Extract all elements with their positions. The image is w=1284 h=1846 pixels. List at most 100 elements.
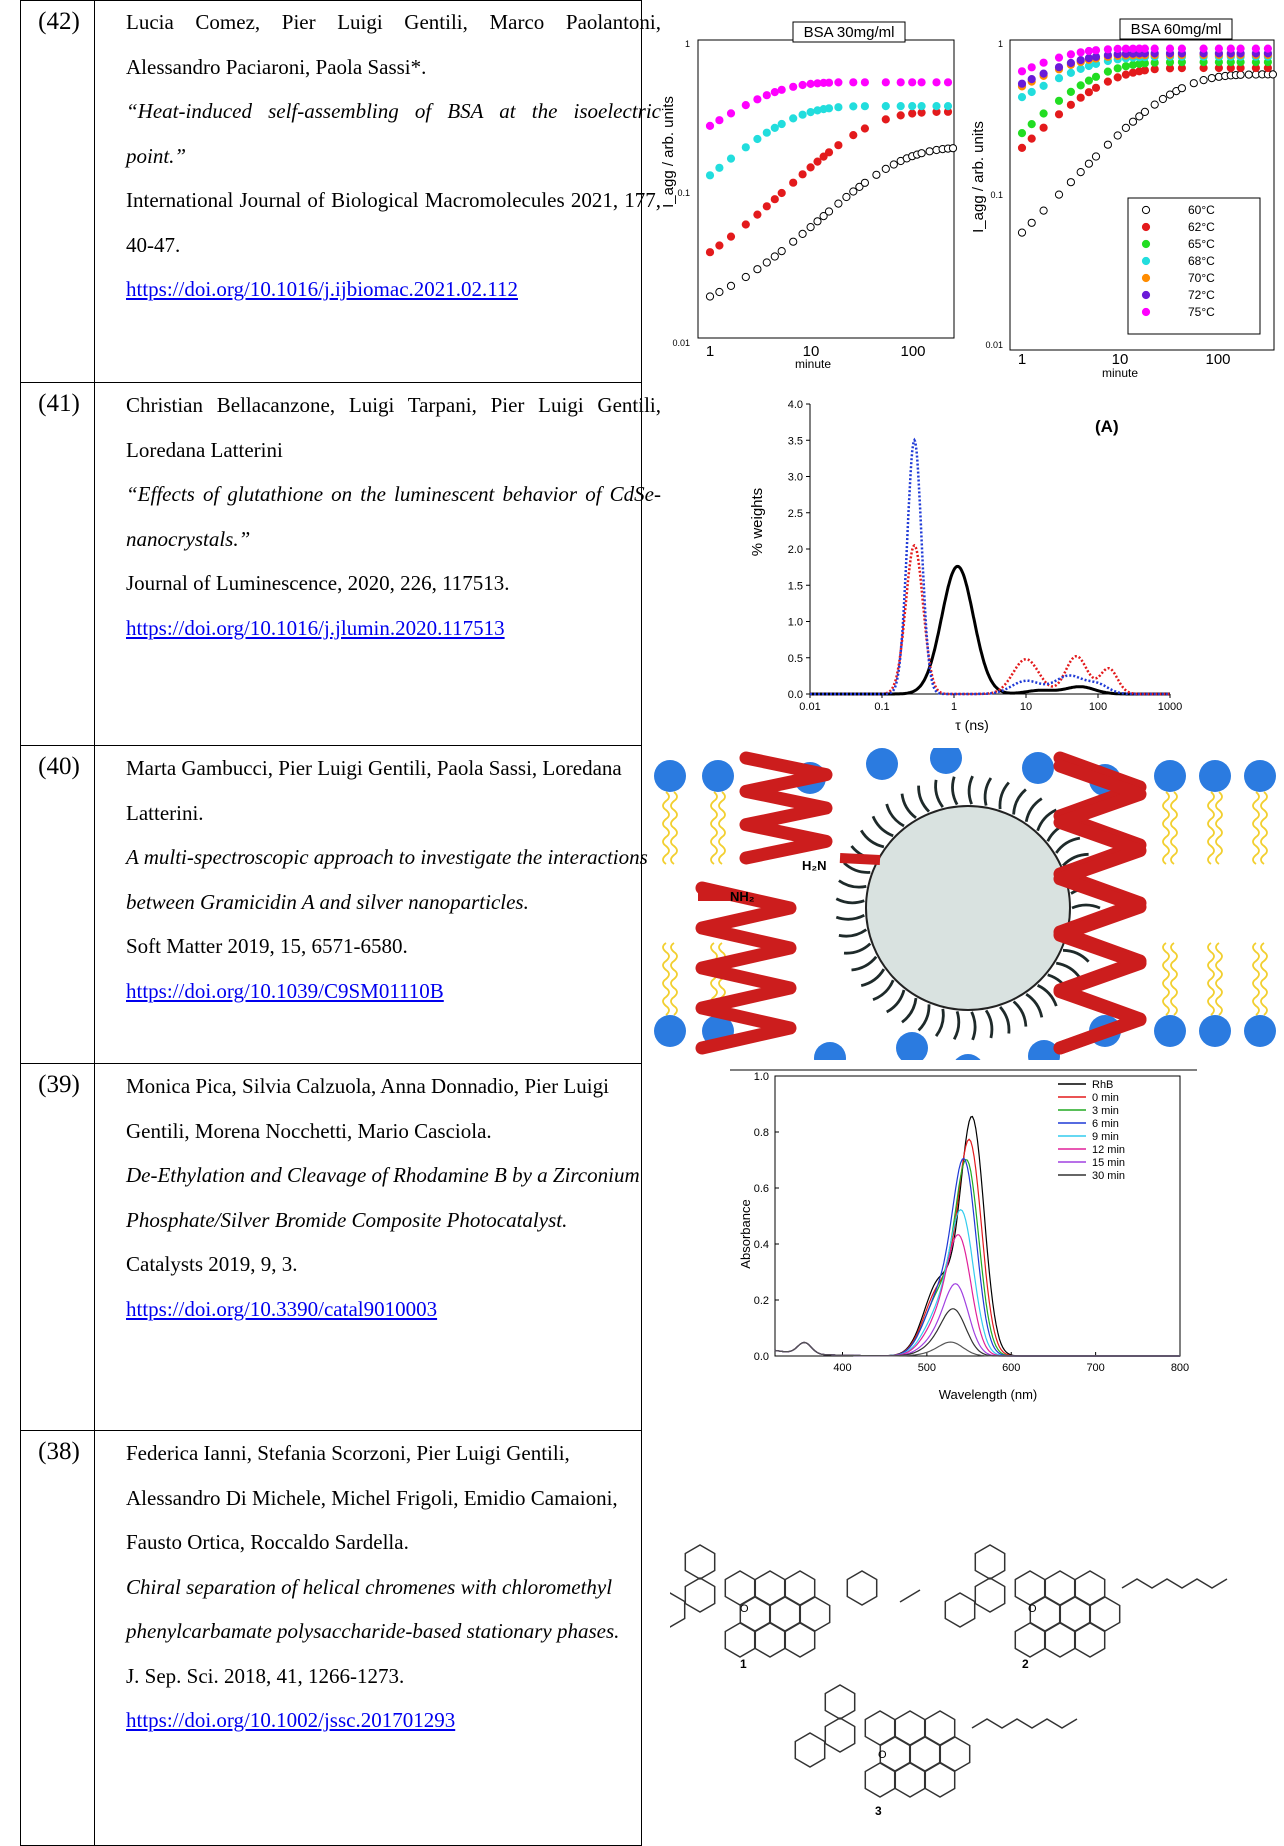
ligand-chain — [886, 989, 906, 1014]
data-point — [813, 157, 822, 166]
data-point — [753, 134, 762, 144]
data-point — [777, 119, 786, 129]
legend-marker — [1141, 222, 1151, 232]
benzene-ring — [974, 1577, 1006, 1613]
lipid-tail — [1252, 942, 1260, 1016]
data-point — [1165, 90, 1175, 99]
ligand-chain — [934, 779, 944, 808]
data-point — [1066, 100, 1075, 109]
data-point — [908, 109, 917, 118]
data-point — [789, 82, 798, 91]
data-point — [1128, 117, 1138, 126]
data-points-right — [1017, 44, 1278, 237]
x-tick: 1 — [706, 343, 714, 360]
data-point — [753, 265, 762, 274]
lipid-head — [930, 748, 962, 774]
x-tick-label: 1000 — [1158, 701, 1182, 713]
data-point — [1091, 72, 1101, 81]
y-axis-label: % weights — [749, 488, 766, 556]
data-point — [1027, 63, 1036, 72]
data-point — [1017, 79, 1027, 88]
data-point — [1226, 44, 1235, 53]
data-point — [1054, 190, 1064, 199]
data-point — [1199, 76, 1208, 85]
x-tick-label: 0.01 — [799, 701, 820, 713]
data-point — [770, 195, 779, 204]
data-point — [860, 78, 869, 87]
figure-lifetime-distribution: % weights 0.00.51.01.52.02.53.03.54.00.0… — [749, 399, 1182, 733]
figure-bsa-aggregation: I_agg / arb. units BSA 30mg/ml 1 0.1 0.0… — [660, 18, 1278, 380]
lipid-head — [955, 1054, 981, 1060]
y-tick-label: 1.0 — [788, 617, 803, 629]
legend-label: 12 min — [1092, 1144, 1125, 1156]
y-axis-label: I_agg / arb. units — [660, 96, 677, 208]
data-point — [1039, 81, 1048, 91]
lipid-tail — [710, 791, 718, 865]
legend-label: 68°C — [1188, 254, 1215, 268]
lipid-head — [1154, 760, 1186, 792]
legend-label: 70°C — [1188, 271, 1215, 285]
data-point — [715, 163, 724, 172]
data-point — [948, 144, 958, 153]
doi-link[interactable]: https://doi.org/10.1039/C9SM01110B — [126, 978, 444, 1003]
lipid-head — [1244, 760, 1276, 792]
y-axis-label: I_agg / arb. units — [970, 121, 987, 233]
curve-blue — [810, 437, 1170, 696]
gramicidin-helices — [695, 751, 1147, 1055]
x-tick-label: 700 — [1086, 1362, 1104, 1374]
data-point — [932, 102, 941, 111]
data-point — [1066, 50, 1075, 59]
data-point — [741, 101, 750, 110]
benzene-ring — [670, 1592, 686, 1628]
y-axis-label: Absorbance — [738, 1199, 753, 1268]
legend-label: 15 min — [1092, 1157, 1125, 1169]
x-axis-label: Wavelength (nm) — [939, 1387, 1038, 1402]
data-point — [726, 109, 736, 118]
x-tick: 100 — [1205, 351, 1230, 368]
doi-link[interactable]: https://doi.org/10.3390/catal9010003 — [126, 1296, 438, 1321]
data-point — [881, 102, 890, 111]
compound-label: 3 — [875, 1804, 882, 1818]
entry-journal: Journal of Luminescence, 2020, 226, 1175… — [126, 571, 510, 595]
ligand-chain — [952, 1010, 961, 1040]
data-point — [819, 212, 828, 221]
entry-40: Marta Gambucci, Pier Luigi Gentili, Paol… — [126, 746, 661, 1013]
data-point — [908, 78, 917, 87]
ligand-chain — [1055, 961, 1082, 979]
data-point — [943, 78, 953, 87]
x-axis-label: minute — [795, 357, 831, 371]
ligand-chain — [843, 861, 871, 874]
y-tick: 0.1 — [677, 188, 690, 198]
lipid-tail — [1252, 791, 1260, 865]
data-point — [753, 95, 762, 104]
legend-label: 0 min — [1092, 1092, 1119, 1104]
data-point — [1084, 76, 1093, 85]
methoxy-bond — [899, 1589, 921, 1603]
data-point — [1076, 64, 1085, 74]
doi-link[interactable]: https://doi.org/10.1016/j.ijbiomac.2021.… — [126, 277, 518, 301]
benzene-ring — [1044, 1622, 1076, 1658]
data-point — [798, 229, 807, 238]
x-tick-label: 0.1 — [874, 701, 889, 713]
y-tick-label: 1.5 — [788, 580, 803, 592]
data-point — [1140, 107, 1149, 117]
lipid-tail — [1260, 942, 1268, 1016]
plot-frame-right — [1009, 39, 1275, 351]
data-point — [1066, 87, 1075, 97]
doi-link[interactable]: https://doi.org/10.1016/j.jlumin.2020.11… — [126, 615, 505, 640]
data-point — [889, 160, 898, 169]
data-point — [1121, 70, 1130, 79]
data-point — [881, 115, 890, 124]
data-point — [917, 78, 926, 87]
ligand-chain — [1012, 1000, 1028, 1027]
ligand-chain — [851, 955, 878, 972]
y-tick-label: 3.0 — [788, 472, 803, 484]
y-tick-label: 2.5 — [788, 508, 803, 520]
data-point — [1244, 70, 1253, 79]
benzene-ring — [754, 1622, 786, 1658]
doi-link[interactable]: https://doi.org/10.1002/jssc.201701293 — [126, 1708, 456, 1732]
compound-label: 2 — [1022, 1657, 1029, 1671]
y-tick-label: 1.0 — [754, 1071, 769, 1083]
panel-title-box — [1119, 18, 1233, 40]
